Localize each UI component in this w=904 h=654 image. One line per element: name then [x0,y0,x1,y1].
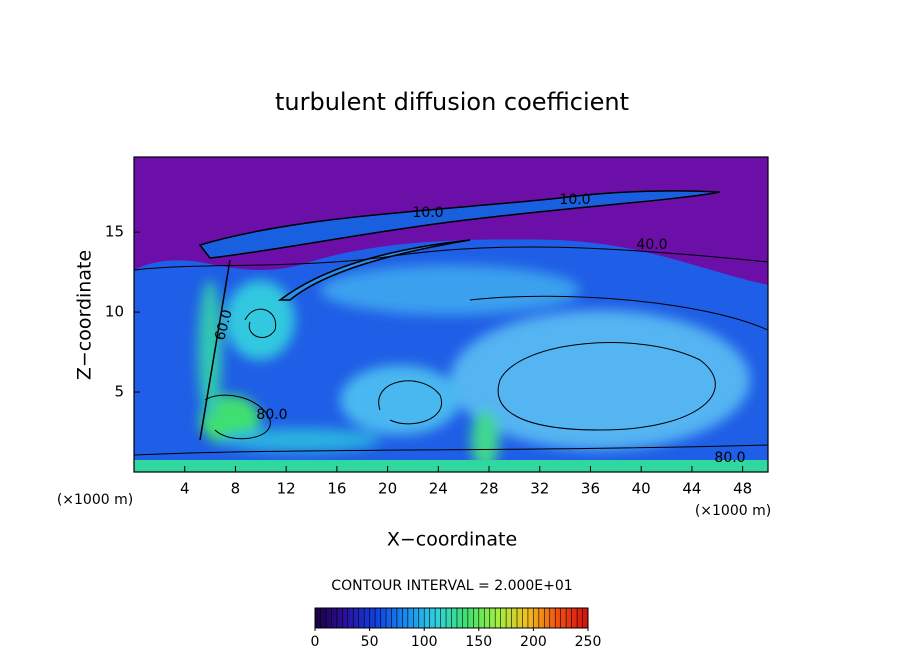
x-tick-label: 20 [378,480,397,498]
y-tick-label: 15 [105,223,124,241]
contour-label: 80.0 [714,450,745,466]
x-tick-label: 48 [733,480,752,498]
y-tick-label: 10 [105,303,124,321]
chart-title: turbulent diffusion coefficient [275,88,629,116]
contour-label: 10.0 [559,192,590,208]
colorbar-tick-label: 100 [411,634,438,650]
x-tick-label: 8 [231,480,241,498]
x-tick-label: 36 [581,480,600,498]
y-tick-label: 5 [114,383,124,401]
contour-label: 10.0 [412,205,443,221]
x-tick-label: 4 [180,480,190,498]
x-unit: (×1000 m) [695,503,771,519]
y-axis-label: Z−coordinate [74,250,96,380]
x-tick-label: 28 [479,480,498,498]
contour-label: 80.0 [256,407,287,423]
contour-label: 60.0 [212,308,236,342]
colorbar-tick-label: 200 [520,634,547,650]
x-tick-label: 44 [682,480,701,498]
x-tick-label: 16 [327,480,346,498]
colorbar-tick-label: 0 [311,634,320,650]
y-unit: (×1000 m) [57,492,133,508]
colorbar-tick-label: 150 [465,634,492,650]
colorbar-tick-label: 250 [575,634,602,650]
contour-label: 40.0 [636,237,667,253]
x-tick-label: 12 [277,480,296,498]
contour-field [134,157,768,472]
contour-note: CONTOUR INTERVAL = 2.000E+01 [331,578,572,594]
x-tick-label: 32 [530,480,549,498]
x-tick-label: 24 [429,480,448,498]
x-tick-label: 40 [632,480,651,498]
colorbar-tick-label: 50 [361,634,379,650]
x-axis-label: X−coordinate [387,529,517,551]
plot-frame [133,156,769,473]
